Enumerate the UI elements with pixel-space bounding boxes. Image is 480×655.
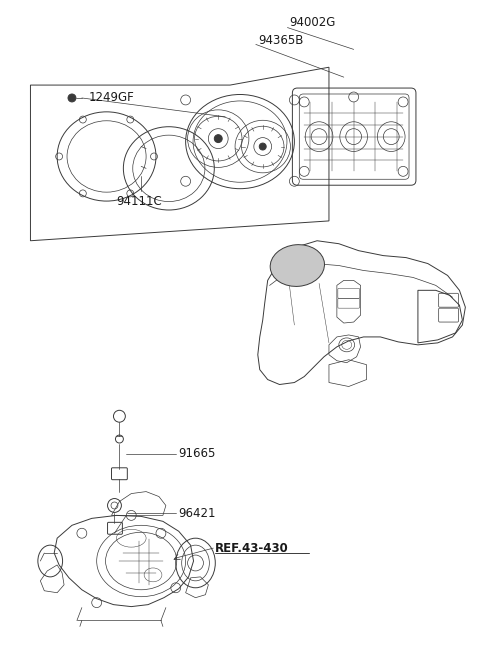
- Text: 94365B: 94365B: [258, 34, 303, 47]
- Circle shape: [68, 94, 76, 102]
- Circle shape: [259, 143, 266, 150]
- Text: REF.43-430: REF.43-430: [216, 542, 289, 555]
- Text: 94111C: 94111C: [117, 195, 162, 208]
- Text: 94002G: 94002G: [289, 16, 336, 29]
- Circle shape: [214, 135, 222, 143]
- Text: 96421: 96421: [179, 507, 216, 520]
- Text: 1249GF: 1249GF: [89, 92, 134, 104]
- Ellipse shape: [270, 245, 324, 286]
- Text: 91665: 91665: [179, 447, 216, 460]
